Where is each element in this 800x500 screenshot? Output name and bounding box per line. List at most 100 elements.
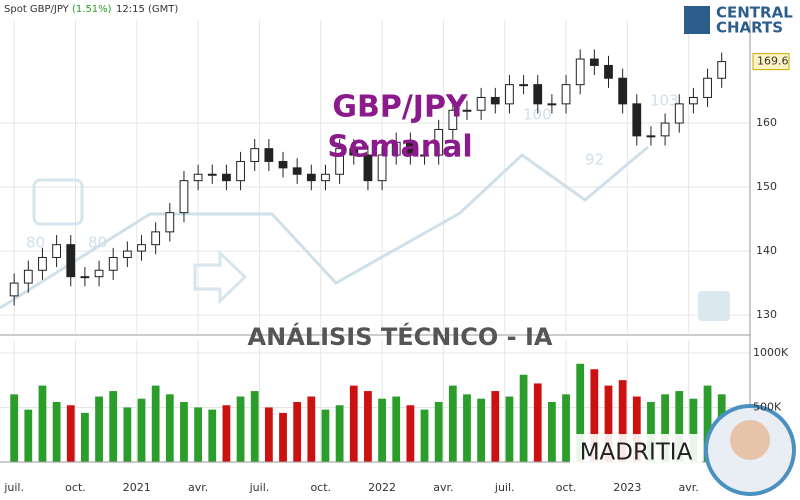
volume-bar xyxy=(448,385,457,462)
volume-bar xyxy=(477,398,486,462)
volume-bar xyxy=(703,385,712,462)
volume-bar xyxy=(321,409,330,462)
volume-bar xyxy=(505,396,514,462)
volume-bar xyxy=(349,385,358,462)
candle-body xyxy=(193,173,203,182)
candle-body xyxy=(236,160,245,182)
candle-body xyxy=(9,282,19,297)
overlay-subtitle: Semanal xyxy=(327,130,472,165)
candle-body xyxy=(689,96,698,105)
candle-body xyxy=(391,141,401,156)
brand: MADRITIA xyxy=(580,440,693,466)
volume-bar xyxy=(434,401,443,462)
watermark-arrow xyxy=(193,249,248,305)
volume-bar xyxy=(547,401,556,462)
volume-bar xyxy=(406,405,415,462)
volume-bar xyxy=(661,394,669,462)
watermark-line xyxy=(0,145,649,310)
volume-bar xyxy=(533,383,542,462)
candle-body xyxy=(561,84,571,105)
header-time: 12:15 (GMT) xyxy=(116,4,178,15)
x-tick-label: juil. xyxy=(249,481,270,494)
candle-body xyxy=(222,173,231,182)
volume-bar xyxy=(293,401,302,462)
volume-bar xyxy=(165,394,174,462)
candle-body xyxy=(38,256,47,271)
watermark-number: 103 xyxy=(650,92,679,110)
candle-body xyxy=(448,109,458,130)
candle-body xyxy=(575,58,585,86)
volume-bar xyxy=(590,369,599,462)
volume-bar xyxy=(519,374,528,462)
candle-body xyxy=(519,84,528,87)
volume-bar xyxy=(378,398,386,462)
candle-body xyxy=(462,109,472,112)
volume-bar xyxy=(123,407,132,462)
candle-body xyxy=(420,154,429,157)
candle-body xyxy=(321,173,330,182)
header-instrument: Spot GBP/JPY xyxy=(4,4,70,15)
ticks: 130 140 150 160 1000K 500K juil. oct. 2021 avr. ju… xyxy=(3,53,790,494)
candle-body xyxy=(604,64,613,79)
candle-body xyxy=(137,244,146,252)
volume-bar xyxy=(24,409,33,462)
x-tick-label: oct. xyxy=(310,481,331,494)
x-tick-label: juil. xyxy=(494,481,515,494)
volume-bar xyxy=(491,391,500,462)
logo-text: CHARTS xyxy=(716,19,783,37)
x-tick-label: oct. xyxy=(65,481,86,494)
candle-body xyxy=(94,269,104,278)
volume-bar xyxy=(335,405,344,462)
volume-bar xyxy=(675,391,684,462)
candle-body xyxy=(108,256,118,271)
candle-body xyxy=(292,167,302,175)
candle-body xyxy=(674,103,684,124)
brand-box xyxy=(570,434,702,470)
volume-bar xyxy=(618,380,627,462)
watermark-number: 100 xyxy=(523,106,552,124)
candle-body xyxy=(703,77,712,98)
candle-body xyxy=(278,160,288,169)
volume-bar xyxy=(364,391,372,462)
candle-body xyxy=(632,103,642,137)
volume-bar xyxy=(647,401,655,462)
candle-body xyxy=(717,61,727,79)
candle-body xyxy=(505,84,514,105)
x-tick-label: avr. xyxy=(433,481,453,494)
volume-bar xyxy=(279,412,287,462)
candle-body xyxy=(405,141,415,156)
volume-bar xyxy=(562,394,570,462)
volume-bar xyxy=(81,412,89,462)
volume-bar xyxy=(95,396,103,462)
header-change: (1.51%) xyxy=(72,4,112,15)
watermark-number: 92 xyxy=(585,151,604,169)
y-tick-label: 160 xyxy=(756,116,777,129)
x-tick-label: 2021 xyxy=(123,481,151,494)
volume-bar xyxy=(222,405,231,462)
candle-body xyxy=(660,122,670,137)
y-tick-label: 140 xyxy=(756,244,777,257)
candle-body xyxy=(646,135,656,138)
candle-body xyxy=(377,154,387,182)
watermark-number: 80 xyxy=(88,234,107,252)
candle-body xyxy=(122,250,132,258)
x-tick-label: oct. xyxy=(556,481,577,494)
x-tick-label: juil. xyxy=(3,481,24,494)
candle-body xyxy=(264,148,274,162)
candle-body xyxy=(547,103,557,106)
candle-body xyxy=(476,96,486,111)
candle-body xyxy=(66,244,76,278)
candle-body xyxy=(335,148,345,175)
volume-bar xyxy=(604,385,613,462)
candle-body xyxy=(434,128,444,156)
candle-body xyxy=(589,58,599,66)
x-tick-label: avr. xyxy=(679,481,699,494)
volume-bar xyxy=(689,398,698,462)
watermark-icon xyxy=(698,291,730,321)
candle-body xyxy=(363,154,373,182)
volume-bar xyxy=(392,396,401,462)
volume-bar xyxy=(66,405,75,462)
candle-body xyxy=(250,148,260,162)
logo-text: CENTRAL xyxy=(716,4,793,22)
